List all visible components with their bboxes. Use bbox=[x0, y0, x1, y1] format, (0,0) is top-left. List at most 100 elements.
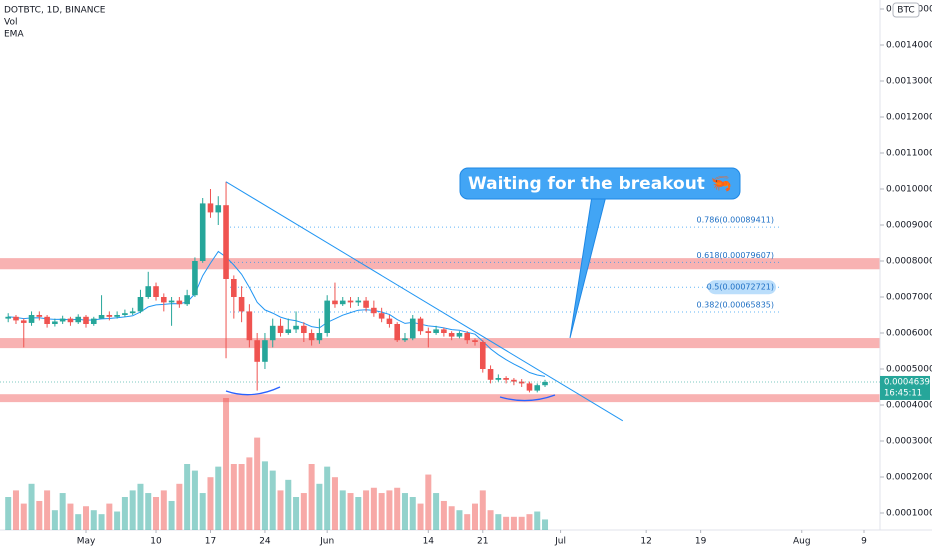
candle-body bbox=[90, 318, 97, 324]
volume-bar bbox=[479, 490, 486, 530]
candle-body bbox=[277, 325, 284, 333]
volume-bar bbox=[324, 466, 331, 530]
candle-body bbox=[534, 385, 541, 391]
volume-bar bbox=[409, 497, 416, 530]
volume-bar bbox=[36, 500, 43, 530]
candle-body bbox=[526, 383, 533, 391]
candle-body bbox=[332, 300, 338, 305]
volume-bar bbox=[129, 490, 136, 530]
volume-bar bbox=[308, 464, 315, 530]
volume-bar bbox=[246, 457, 253, 530]
volume-bar bbox=[293, 497, 300, 530]
volume-bar bbox=[386, 490, 393, 530]
candle-body bbox=[269, 325, 276, 341]
volume-bar bbox=[238, 464, 245, 530]
x-tick-label: 24 bbox=[259, 537, 271, 547]
volume-bar bbox=[191, 470, 198, 530]
volume-bar bbox=[176, 483, 183, 530]
arc-drawing bbox=[499, 394, 556, 402]
volume-bar bbox=[153, 497, 160, 530]
support-resistance-zone bbox=[0, 258, 880, 270]
candle-body bbox=[83, 316, 89, 324]
volume-bar bbox=[83, 506, 89, 530]
candle-body bbox=[324, 300, 330, 333]
volume-bar bbox=[137, 483, 144, 530]
volume-bar bbox=[510, 516, 517, 530]
indicator-label: Vol bbox=[4, 18, 17, 28]
volume-bar bbox=[347, 493, 354, 530]
support-resistance-zone bbox=[0, 394, 880, 403]
fib-label: 0.382(0.00065835) bbox=[697, 300, 775, 309]
volume-bar bbox=[401, 493, 408, 530]
x-tick-label: 17 bbox=[205, 537, 216, 547]
volume-bar bbox=[28, 483, 35, 530]
fib-highlight bbox=[708, 280, 776, 295]
volume-bar bbox=[456, 510, 463, 530]
volume-bar bbox=[207, 477, 214, 530]
candle-body bbox=[487, 369, 494, 380]
volume-bar bbox=[145, 493, 152, 530]
candle-body bbox=[129, 311, 136, 314]
candle-body bbox=[153, 286, 159, 297]
volume-bar bbox=[277, 490, 284, 530]
volume-bar bbox=[230, 464, 237, 530]
volume-bar bbox=[487, 510, 494, 530]
candle-body bbox=[67, 318, 74, 323]
candle-body bbox=[28, 315, 35, 323]
candle-body bbox=[542, 381, 548, 386]
volume-bar bbox=[44, 490, 51, 530]
candle-body bbox=[184, 295, 190, 305]
candle-body bbox=[355, 300, 362, 303]
fib-label: 0.786(0.00089411) bbox=[697, 216, 775, 225]
candle-body bbox=[215, 205, 222, 213]
candle-body bbox=[231, 279, 237, 297]
volume-bar bbox=[425, 474, 432, 530]
volume-bar bbox=[75, 514, 82, 530]
volume-bar bbox=[526, 514, 533, 530]
candle-body bbox=[145, 286, 152, 297]
candle-body bbox=[293, 325, 299, 330]
candle-body bbox=[20, 320, 27, 323]
x-tick-label: 19 bbox=[695, 537, 707, 547]
volume-bar bbox=[370, 487, 377, 530]
candle-body bbox=[246, 311, 253, 341]
candle-body bbox=[511, 379, 517, 382]
candle-body bbox=[503, 378, 509, 380]
volume-bar bbox=[121, 497, 128, 530]
volume-bar bbox=[355, 497, 362, 530]
candle-body bbox=[394, 324, 400, 341]
candle-body bbox=[207, 203, 214, 213]
candle-body bbox=[168, 300, 175, 303]
volume-bar bbox=[503, 516, 510, 530]
candle-body bbox=[98, 315, 105, 319]
candle-body bbox=[495, 378, 502, 380]
candle-body bbox=[479, 342, 486, 369]
volume-bar bbox=[269, 470, 276, 530]
volume-bar bbox=[5, 497, 12, 530]
currency-badge bbox=[892, 2, 920, 18]
candle-body bbox=[386, 318, 393, 324]
volume-bar bbox=[51, 510, 58, 530]
countdown-label: 16:45:11 bbox=[884, 388, 922, 398]
volume-bar bbox=[168, 500, 175, 530]
candle-body bbox=[52, 321, 58, 324]
indicator-label: EMA bbox=[4, 30, 24, 40]
volume-bar bbox=[363, 490, 370, 530]
x-tick-label: 10 bbox=[150, 537, 162, 547]
y-tick-label: 0.00140000 bbox=[886, 41, 932, 51]
candle-body bbox=[363, 300, 369, 308]
x-tick-label: May bbox=[77, 537, 96, 547]
volume-bar bbox=[184, 464, 191, 530]
candle-body bbox=[262, 340, 268, 362]
volume-bar bbox=[215, 466, 222, 530]
volume-bar bbox=[106, 503, 113, 530]
